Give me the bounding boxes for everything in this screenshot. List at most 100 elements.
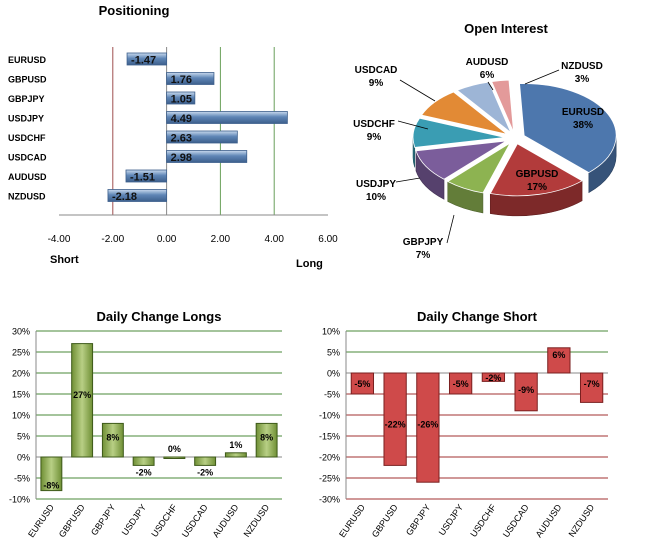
slice-value-label: 6% <box>480 70 495 81</box>
y-tick-label: 5% <box>17 432 30 442</box>
x-tick-label: USDCAD <box>501 502 531 539</box>
bar <box>224 452 247 458</box>
data-label: -8% <box>43 481 59 491</box>
slice-label: GBPUSD <box>516 169 559 180</box>
data-label: -1.47 <box>131 55 156 67</box>
x-tick-label: GBPUSD <box>370 502 400 539</box>
positioning-chart: Positioning -4.00 -2.00 0.00 2.00 4.00 6.00 EUR… <box>0 0 340 285</box>
y-tick-label: 10% <box>12 411 30 421</box>
category-label: USDCHF <box>8 133 46 143</box>
data-label: -22% <box>385 419 406 429</box>
pie-slice <box>415 140 507 180</box>
category-label: USDJPY <box>8 114 44 124</box>
y-tick-label: 30% <box>12 327 30 337</box>
bar <box>71 343 94 458</box>
bar <box>101 422 124 458</box>
leader-line <box>397 120 429 130</box>
x-tick-label: USDJPY <box>437 502 466 537</box>
slice-label: GBPJPY <box>403 237 444 248</box>
leader-line <box>399 79 436 102</box>
daily-change-longs-svg: Daily Change Longs -10% -5% 0% 5% 10% 15% 20% 25… <box>9 309 282 539</box>
data-label: 1% <box>229 440 242 450</box>
x-tick-label: GBPJPY <box>89 502 118 537</box>
data-label: 8% <box>260 432 273 442</box>
bar <box>126 52 167 66</box>
slice-value-label: 7% <box>416 250 431 261</box>
leader-line <box>446 214 455 244</box>
data-label: -2% <box>136 467 152 477</box>
bar <box>383 372 407 466</box>
chart-title: Positioning <box>99 3 170 18</box>
x-tick-label: USDCHF <box>468 502 498 539</box>
short-label: Short <box>50 254 79 266</box>
y-tick-label: 15% <box>12 390 30 400</box>
data-label: 4.49 <box>171 113 192 125</box>
y-tick-label: -15% <box>319 432 340 442</box>
slice-label: NZDUSD <box>561 61 603 72</box>
data-label: 6% <box>552 350 565 360</box>
x-tick-label: 4.00 <box>264 234 284 245</box>
data-label: -2.18 <box>112 191 137 203</box>
bar <box>163 456 186 459</box>
bar <box>107 189 167 202</box>
slice-value-label: 3% <box>575 74 590 85</box>
data-label: -9% <box>518 385 534 395</box>
y-tick-label: 0% <box>327 369 340 379</box>
data-label: -5% <box>354 379 370 389</box>
x-tick-label: AUDUSD <box>534 502 564 539</box>
category-label: USDCAD <box>8 153 47 163</box>
x-tick-label: EURUSD <box>337 502 367 539</box>
pie-slice <box>519 83 617 174</box>
leader-line <box>524 69 560 85</box>
y-tick-label: 25% <box>12 348 30 358</box>
bar <box>255 422 278 458</box>
data-label: 1.05 <box>171 94 192 106</box>
bar <box>125 169 168 183</box>
x-tick-label: NZDUSD <box>242 502 272 539</box>
y-tick-label: 5% <box>327 348 340 358</box>
y-tick-label: -5% <box>324 390 340 400</box>
slice-value-label: 9% <box>367 132 382 143</box>
pie-slice <box>489 143 583 197</box>
x-tick-label: USDCAD <box>180 502 210 539</box>
daily-change-short-chart: Daily Change Short -30% -25% -20% -15% -10% -5… <box>300 295 655 554</box>
category-label: EURUSD <box>8 55 47 65</box>
y-tick-label: 10% <box>322 327 340 337</box>
data-label: -2% <box>197 467 213 477</box>
y-tick-label: 20% <box>12 369 30 379</box>
bar <box>40 456 63 492</box>
y-tick-label: -20% <box>319 453 340 463</box>
x-tick-label: NZDUSD <box>567 502 597 539</box>
data-label: 2.63 <box>171 133 192 145</box>
bar <box>166 72 215 85</box>
x-tick-label: GBPUSD <box>57 502 87 539</box>
pie-slice <box>420 91 508 135</box>
data-label: -7% <box>584 379 600 389</box>
category-label: GBPJPY <box>8 94 45 104</box>
x-tick-label: -2.00 <box>101 234 124 245</box>
pie-slice <box>412 117 506 148</box>
y-tick-label: -30% <box>319 495 340 505</box>
x-tick-label: 6.00 <box>318 234 338 245</box>
slice-value-label: 10% <box>366 192 386 203</box>
positioning-svg: Positioning -4.00 -2.00 0.00 2.00 4.00 6.00 EUR… <box>8 3 338 270</box>
long-label: Long <box>296 258 323 270</box>
daily-change-short-svg: Daily Change Short -30% -25% -20% -15% -10% -5… <box>319 309 608 539</box>
chart-title: Open Interest <box>464 21 548 36</box>
pie-slice <box>456 81 512 133</box>
bar <box>514 372 538 412</box>
y-tick-label: 0% <box>17 453 30 463</box>
x-tick-label: USDCHF <box>149 502 179 539</box>
y-tick-label: -5% <box>14 474 30 484</box>
slice-label: AUDUSD <box>466 57 509 68</box>
daily-change-longs-chart: Daily Change Longs -10% -5% 0% 5% 10% 15% 20% 25… <box>0 295 300 554</box>
y-tick-label: -10% <box>319 411 340 421</box>
pie-slice <box>491 79 514 133</box>
bar <box>547 347 571 374</box>
slice-label: USDCHF <box>353 119 395 130</box>
bar <box>481 372 506 382</box>
data-label: -26% <box>417 419 438 429</box>
chart-title: Daily Change Longs <box>97 309 222 324</box>
slice-label: EURUSD <box>562 107 604 118</box>
bar <box>416 372 440 483</box>
